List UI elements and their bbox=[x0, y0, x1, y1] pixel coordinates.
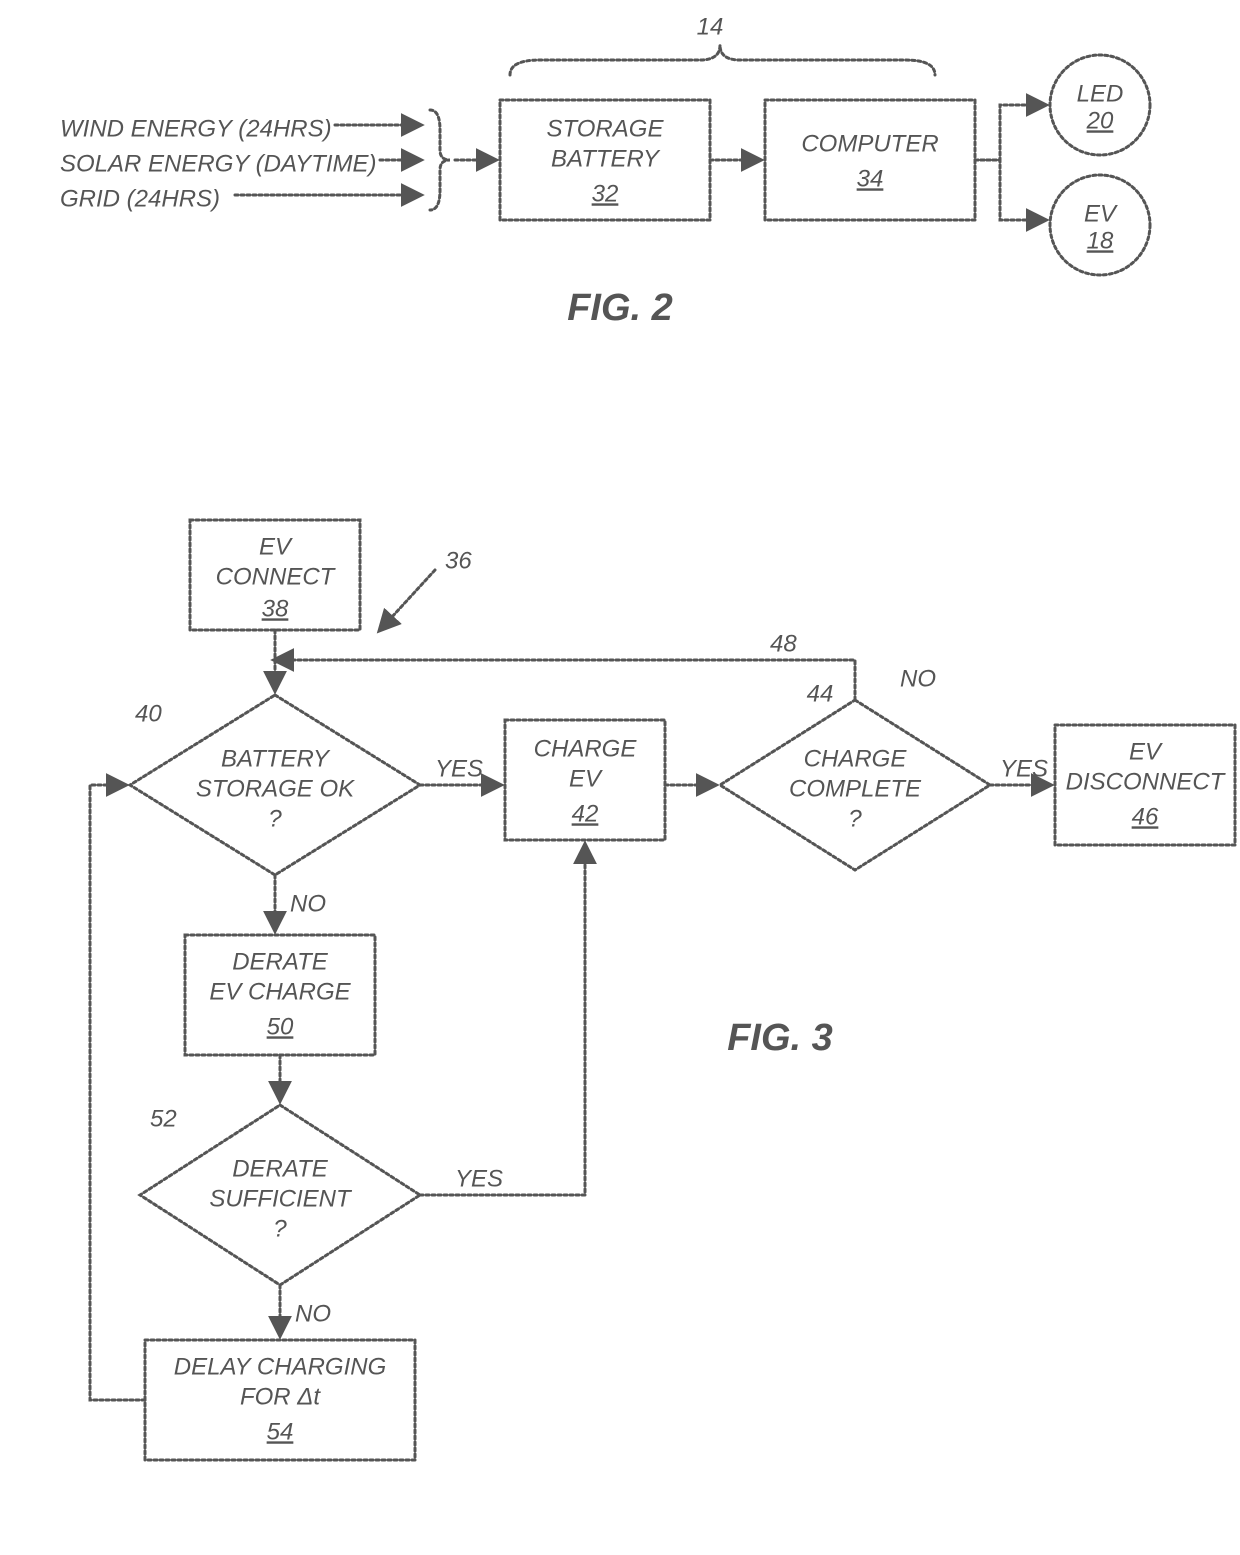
storage-battery-line2: BATTERY bbox=[551, 145, 661, 172]
brace-top-14 bbox=[510, 45, 935, 75]
arrow-sufficient-yes bbox=[420, 845, 585, 1195]
label-48: 48 bbox=[770, 630, 797, 657]
charge-ev-line1: CHARGE bbox=[534, 735, 638, 762]
delay-ref: 54 bbox=[267, 1418, 294, 1445]
label-complete-yes: YES bbox=[1000, 755, 1048, 782]
label-battery-ok-yes: YES bbox=[435, 755, 483, 782]
pointer-36 bbox=[380, 570, 435, 630]
brace-inputs bbox=[430, 110, 450, 210]
computer-line1: COMPUTER bbox=[801, 130, 938, 157]
input-grid: GRID (24HRS) bbox=[60, 185, 220, 212]
label-sufficient-no: NO bbox=[295, 1300, 331, 1327]
battery-ok-line3: ? bbox=[268, 805, 282, 832]
ev-disconnect-line2: DISCONNECT bbox=[1066, 768, 1227, 795]
charge-ev-line2: EV bbox=[569, 765, 603, 792]
ev-ref: 18 bbox=[1087, 227, 1114, 254]
label-complete-no: NO bbox=[900, 665, 936, 692]
label-40: 40 bbox=[135, 700, 162, 727]
led-label: LED bbox=[1077, 80, 1124, 107]
ev-disconnect-line1: EV bbox=[1129, 738, 1163, 765]
label-14: 14 bbox=[697, 13, 724, 40]
input-solar: SOLAR ENERGY (DAYTIME) bbox=[60, 150, 377, 177]
fig2: WIND ENERGY (24HRS) SOLAR ENERGY (DAYTIM… bbox=[60, 13, 1150, 329]
arrow-delay-loop bbox=[90, 785, 145, 1400]
charge-ev-ref: 42 bbox=[572, 800, 599, 827]
input-wind: WIND ENERGY (24HRS) bbox=[60, 115, 332, 142]
derate-line2: EV CHARGE bbox=[209, 978, 351, 1005]
arrow-complete-no-loop bbox=[275, 660, 855, 700]
derate-line1: DERATE bbox=[232, 948, 329, 975]
ev-disconnect-ref: 46 bbox=[1132, 803, 1159, 830]
charge-complete-line1: CHARGE bbox=[804, 745, 908, 772]
ev-connect-ref: 38 bbox=[262, 595, 289, 622]
charge-complete-line3: ? bbox=[848, 805, 862, 832]
derate-ref: 50 bbox=[267, 1013, 294, 1040]
ev-connect-line2: CONNECT bbox=[216, 563, 337, 590]
led-ref: 20 bbox=[1086, 107, 1114, 134]
storage-battery-line1: STORAGE bbox=[547, 115, 665, 142]
storage-battery-ref: 32 bbox=[592, 180, 619, 207]
derate-sufficient-line3: ? bbox=[273, 1215, 287, 1242]
arrow-computer-to-led bbox=[975, 105, 1045, 160]
label-52: 52 bbox=[150, 1105, 177, 1132]
arrow-computer-to-ev bbox=[975, 160, 1045, 220]
fig3-caption: FIG. 3 bbox=[727, 1017, 833, 1059]
fig3: EV CONNECT 38 36 BATTERY STORAGE OK ? 40… bbox=[90, 520, 1235, 1460]
delay-line1: DELAY CHARGING bbox=[174, 1353, 387, 1380]
charge-complete-line2: COMPLETE bbox=[789, 775, 922, 802]
derate-sufficient-line1: DERATE bbox=[232, 1155, 329, 1182]
battery-ok-line2: STORAGE OK bbox=[196, 775, 355, 802]
battery-ok-line1: BATTERY bbox=[221, 745, 331, 772]
ev-connect-line1: EV bbox=[259, 533, 293, 560]
label-44: 44 bbox=[807, 680, 834, 707]
node-computer bbox=[765, 100, 975, 220]
label-battery-ok-no: NO bbox=[290, 890, 326, 917]
delay-line2: FOR Δt bbox=[240, 1383, 321, 1410]
ev-label: EV bbox=[1084, 200, 1118, 227]
derate-sufficient-line2: SUFFICIENT bbox=[209, 1185, 353, 1212]
computer-ref: 34 bbox=[857, 165, 884, 192]
label-sufficient-yes: YES bbox=[455, 1165, 503, 1192]
label-36: 36 bbox=[445, 547, 472, 574]
fig2-caption: FIG. 2 bbox=[567, 287, 673, 329]
